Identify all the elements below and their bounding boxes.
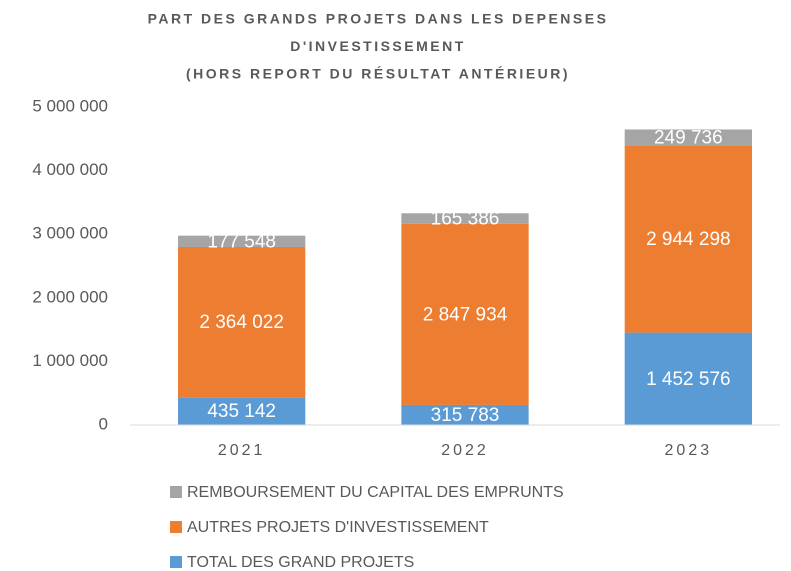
data-label: 435 142 — [207, 401, 276, 422]
y-tick-label: 1 000 000 — [32, 351, 108, 370]
bar-segment — [401, 213, 529, 224]
data-label: 165 386 — [431, 209, 500, 230]
chart-title: (HORS REPORT DU RÉSULTAT ANTÉRIEUR) — [186, 66, 570, 82]
bar-segment — [178, 235, 306, 247]
bar-segment — [178, 397, 306, 425]
legend-swatch — [170, 556, 182, 568]
x-tick-label: 2021 — [218, 442, 266, 459]
bar-segment — [178, 246, 306, 398]
data-label: 249 736 — [654, 127, 723, 148]
bar-segment — [401, 404, 529, 425]
x-tick-label: 2023 — [665, 442, 713, 459]
y-tick-label: 0 — [99, 414, 108, 433]
y-tick-label: 4 000 000 — [32, 160, 108, 179]
y-tick-label: 5 000 000 — [32, 96, 108, 115]
legend-label: TOTAL DES GRAND PROJETS — [187, 554, 414, 571]
chart-title: PART DES GRANDS PROJETS DANS LES DEPENSE… — [148, 11, 609, 27]
y-tick-label: 2 000 000 — [32, 287, 108, 306]
bar-segment — [624, 129, 752, 146]
legend-label: REMBOURSEMENT DU CAPITAL DES EMPRUNTS — [187, 484, 564, 501]
bar-segment — [624, 145, 752, 333]
y-tick-label: 3 000 000 — [32, 224, 108, 243]
data-label: 177 548 — [207, 231, 276, 252]
data-label: 2 847 934 — [423, 304, 508, 325]
bar-segment — [624, 332, 752, 425]
data-label: 2 944 298 — [646, 229, 731, 250]
legend-swatch — [170, 521, 182, 533]
data-label: 1 452 576 — [646, 369, 731, 390]
data-label: 315 783 — [431, 405, 500, 426]
legend-label: AUTRES PROJETS D'INVESTISSEMENT — [187, 519, 489, 536]
legend-swatch — [170, 486, 182, 498]
x-tick-label: 2022 — [441, 442, 489, 459]
data-label: 2 364 022 — [199, 312, 284, 333]
chart-title: D'INVESTISSEMENT — [290, 38, 466, 54]
bar-segment — [401, 223, 529, 405]
